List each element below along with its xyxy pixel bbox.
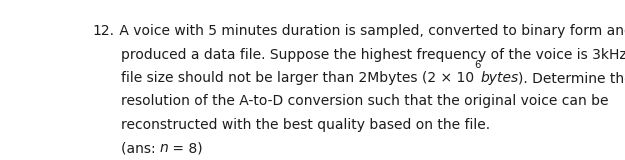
Text: A voice with 5 minutes duration is sampled, converted to binary form and then: A voice with 5 minutes duration is sampl…: [114, 24, 625, 38]
Text: bytes: bytes: [480, 71, 519, 85]
Text: produced a data file. Suppose the highest frequency of the voice is 3kHz and the: produced a data file. Suppose the highes…: [121, 48, 625, 62]
Text: (ans:: (ans:: [121, 141, 160, 155]
Text: = 8): = 8): [169, 141, 203, 155]
Text: resolution of the A-to-D conversion such that the original voice can be: resolution of the A-to-D conversion such…: [121, 94, 608, 108]
Text: n: n: [160, 141, 169, 155]
Text: file size should not be larger than 2Mbytes (2 × 10: file size should not be larger than 2Mby…: [121, 71, 474, 85]
Text: 6: 6: [474, 60, 480, 70]
Text: 12.: 12.: [92, 24, 114, 38]
Text: ). Determine the: ). Determine the: [519, 71, 625, 85]
Text: reconstructed with the best quality based on the file.: reconstructed with the best quality base…: [121, 118, 490, 132]
